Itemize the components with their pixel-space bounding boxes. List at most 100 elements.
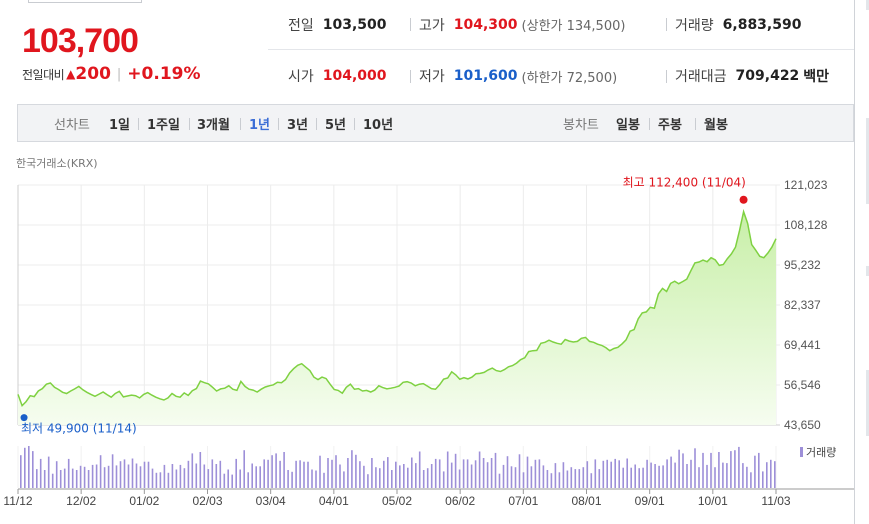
period-5y[interactable]: 5년 [325,117,347,133]
volume-bar [482,458,485,488]
volume-bar [494,452,497,488]
volume-bar [570,467,573,488]
volume: 거래량 6,883,590 [675,15,801,35]
volume-bar [550,473,553,488]
volume-bar [686,464,688,488]
volume-bar [55,461,58,488]
volume-bar [666,459,668,488]
candle-daily[interactable]: 일봉 [616,117,640,133]
period-3m[interactable]: 3개월 [197,117,230,133]
lower-limit: (하한가 72,500) [521,70,618,86]
volume-bar [614,458,616,488]
volume-bar [422,470,425,488]
volume-bar [502,464,505,488]
x-tick-label: 04/01 [319,494,349,508]
high-label: 고가 [419,17,445,34]
divider [649,118,650,130]
period-1w[interactable]: 1주일 [147,117,180,133]
price-area [18,211,776,425]
volume-bar [263,459,265,488]
volume-bar [251,463,253,488]
y-tick-label: 56,546 [784,378,821,392]
volume-bar [131,458,134,488]
volume-bar [399,465,401,488]
y-tick-label: 108,128 [784,218,828,232]
volume-bar [714,467,716,488]
volume-bar [83,466,86,488]
volume-bar [766,462,768,488]
volume-value: 6,883,590 [722,16,802,33]
low-value: 101,600 [453,68,518,84]
volume-bar [722,462,724,488]
volume-bar [267,459,269,488]
divider [240,118,241,130]
divider [278,118,279,130]
period-3y[interactable]: 3년 [287,117,309,133]
volume-bar [59,470,62,488]
volume-bar [562,462,565,488]
trade-value-label: 거래대금 [675,69,727,85]
volume-bar [32,451,34,488]
volume-bar [24,447,26,488]
volume-bar [490,458,493,488]
volume-bar [546,470,549,488]
x-tick-label: 05/02 [382,494,412,508]
prev-close: 전일 103,500 [288,15,387,35]
volume-bar [594,459,597,488]
volume-bar [510,466,513,488]
volume-bar [283,452,285,488]
volume-bar [387,457,389,488]
side-strip [866,118,869,204]
volume-bar [762,471,764,488]
divider [410,69,411,83]
volume-bar [223,473,226,488]
period-1d[interactable]: 1일 [109,117,131,133]
volume-bar [231,474,233,488]
volume-bar [554,463,557,488]
period-bar: 선차트 1일 1주일 3개월 1년 3년 5년 10년 봉차트 일봉 주봉 월봉 [17,104,854,142]
price-chart[interactable]: 121,023 108,128 95,232 82,337 69,441 56,546 43… [0,170,860,524]
upper-limit: (상한가 134,500) [521,19,626,34]
period-10y[interactable]: 10년 [363,117,394,133]
volume-bar [662,465,664,488]
volume-bar [259,466,261,488]
x-tick-label: 10/01 [698,494,728,508]
open-price: 시가 104,000 [288,66,387,86]
x-axis: 11/12 12/02 01/02 02/03 03/04 04/01 05/02 06/02… [3,489,791,508]
divider [695,118,696,130]
volume-bar [71,468,74,488]
volume-bar [171,464,174,488]
volume-bar [355,454,357,488]
volume-bar [199,452,202,488]
volume-bar [279,460,281,488]
volume-bar [598,469,601,488]
volume-bar [87,470,90,488]
low-marker [20,414,28,422]
volume-bar [315,470,317,488]
period-1y[interactable]: 1년 [249,117,271,133]
volume-bar [526,456,529,488]
volume-bar [291,471,293,488]
volume-bar [47,456,50,488]
volume-bar [351,450,353,488]
trade-value-unit: 백만 [803,69,830,85]
volume-bar [95,464,98,488]
volume-bar [626,458,628,488]
y-tick-label: 121,023 [784,178,828,192]
y-tick-label: 69,441 [784,338,821,352]
trade-value-amount: 709,422 [735,68,800,84]
volume-bar [522,472,525,488]
volume-bar [454,453,457,488]
volume-bar [690,459,692,488]
volume-bar [542,465,545,488]
panel-border [854,0,855,524]
volume-bar [371,458,373,488]
top-tab[interactable] [28,0,142,3]
volume-bar [331,459,333,488]
x-tick-label: 09/01 [635,494,665,508]
high-price: 고가 104,300 (상한가 134,500) [419,15,625,35]
candle-weekly[interactable]: 주봉 [658,117,682,133]
volume-bar [295,460,297,488]
candle-monthly[interactable]: 월봉 [704,117,728,133]
volume-bar [219,460,222,488]
